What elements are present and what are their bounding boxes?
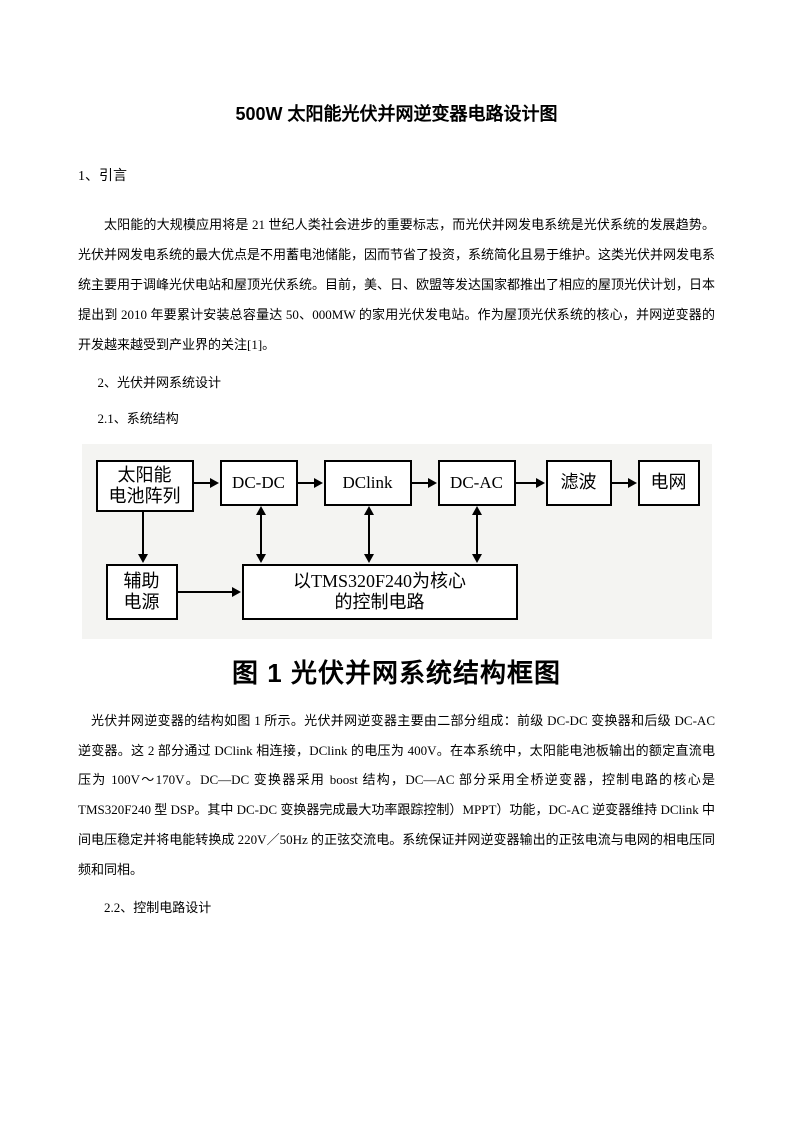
node-dcac-label: DC-AC — [450, 473, 503, 493]
edge — [516, 482, 538, 484]
arrow-icon — [210, 478, 219, 488]
block-diagram: 太阳能 电池阵列 DC-DC DClink DC-AC 滤波 电网 辅助 电源 — [82, 444, 712, 639]
node-dclink-label: DClink — [342, 473, 392, 493]
edge — [142, 512, 144, 556]
node-aux: 辅助 电源 — [106, 564, 178, 620]
edge — [476, 514, 478, 556]
node-grid: 电网 — [638, 460, 700, 506]
node-pv: 太阳能 电池阵列 — [96, 460, 194, 512]
edge — [178, 591, 234, 593]
heading-design: 2、光伏并网系统设计 — [78, 368, 715, 398]
heading-intro: 1、引言 — [78, 166, 715, 188]
arrow-icon — [314, 478, 323, 488]
node-pv-l1: 太阳能 — [118, 465, 172, 485]
node-grid-label: 电网 — [651, 472, 687, 493]
node-pv-l2: 电池阵列 — [109, 486, 181, 506]
page-title: 500W 太阳能光伏并网逆变器电路设计图 — [78, 100, 715, 126]
arrow-icon — [138, 554, 148, 563]
arrow-icon — [472, 554, 482, 563]
arrow-icon — [536, 478, 545, 488]
node-aux-l1: 辅助 — [124, 571, 160, 591]
node-dcdc-label: DC-DC — [232, 473, 285, 493]
arrow-icon — [364, 506, 374, 515]
node-ctrl-l1: 以TMS320F240为核心 — [293, 571, 466, 591]
arrow-icon — [256, 554, 266, 563]
arrow-icon — [256, 506, 266, 515]
node-filter: 滤波 — [546, 460, 612, 506]
heading-structure: 2.1、系统结构 — [78, 404, 715, 434]
node-ctrl-l2: 的控制电路 — [335, 592, 425, 612]
figure-1: 太阳能 电池阵列 DC-DC DClink DC-AC 滤波 电网 辅助 电源 — [82, 444, 712, 690]
heading-control: 2.2、控制电路设计 — [78, 893, 715, 923]
node-ctrl: 以TMS320F240为核心 的控制电路 — [242, 564, 518, 620]
node-filter-label: 滤波 — [561, 472, 597, 493]
arrow-icon — [428, 478, 437, 488]
node-dcac: DC-AC — [438, 460, 516, 506]
edge — [368, 514, 370, 556]
arrow-icon — [364, 554, 374, 563]
arrow-icon — [472, 506, 482, 515]
arrow-icon — [628, 478, 637, 488]
edge — [260, 514, 262, 556]
paragraph-intro: 太阳能的大规模应用将是 21 世纪人类社会进步的重要标志，而光伏并网发电系统是光… — [78, 210, 715, 359]
figure-caption: 图 1 光伏并网系统结构框图 — [82, 653, 712, 690]
arrow-icon — [232, 587, 241, 597]
node-dclink: DClink — [324, 460, 412, 506]
node-aux-l2: 电源 — [124, 592, 160, 612]
paragraph-structure: 光伏并网逆变器的结构如图 1 所示。光伏并网逆变器主要由二部分组成：前级 DC-… — [78, 706, 715, 885]
node-dcdc: DC-DC — [220, 460, 298, 506]
